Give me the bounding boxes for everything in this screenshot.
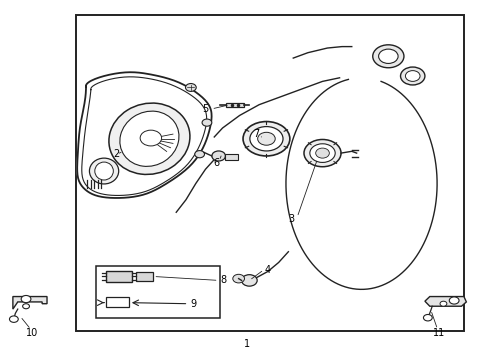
Bar <box>225 103 243 107</box>
Circle shape <box>243 122 289 156</box>
Text: 8: 8 <box>220 275 226 285</box>
Circle shape <box>140 130 161 146</box>
Circle shape <box>257 132 275 145</box>
Bar <box>225 154 238 160</box>
Text: 11: 11 <box>432 328 445 338</box>
Circle shape <box>372 45 403 68</box>
Circle shape <box>439 301 446 306</box>
Text: 2: 2 <box>113 149 120 159</box>
Text: 7: 7 <box>253 129 259 139</box>
Circle shape <box>22 304 29 309</box>
Ellipse shape <box>109 103 189 175</box>
Polygon shape <box>424 297 466 306</box>
Circle shape <box>194 150 204 158</box>
Text: 4: 4 <box>264 265 270 275</box>
Circle shape <box>304 139 340 167</box>
Circle shape <box>423 315 431 321</box>
Circle shape <box>448 297 458 304</box>
Circle shape <box>405 71 419 81</box>
Circle shape <box>185 84 196 91</box>
Circle shape <box>315 148 329 158</box>
Circle shape <box>400 67 424 85</box>
Bar <box>105 271 132 282</box>
Text: 1: 1 <box>244 339 249 349</box>
Text: 10: 10 <box>26 328 39 338</box>
Text: 3: 3 <box>288 215 294 224</box>
Circle shape <box>309 144 334 162</box>
Bar <box>76 15 463 330</box>
Text: 5: 5 <box>202 104 208 114</box>
Bar <box>136 272 153 281</box>
Polygon shape <box>77 72 211 198</box>
Circle shape <box>232 274 244 283</box>
Bar <box>96 266 220 318</box>
Circle shape <box>9 316 18 322</box>
Ellipse shape <box>89 158 119 184</box>
Polygon shape <box>13 297 47 309</box>
Ellipse shape <box>120 111 179 166</box>
Bar <box>105 297 129 307</box>
Circle shape <box>211 151 225 161</box>
Circle shape <box>249 127 283 151</box>
Circle shape <box>378 49 397 63</box>
Text: 9: 9 <box>190 300 196 310</box>
Ellipse shape <box>95 162 113 180</box>
Circle shape <box>21 296 31 303</box>
Circle shape <box>241 275 257 286</box>
Text: 6: 6 <box>213 158 219 168</box>
Circle shape <box>202 119 211 126</box>
